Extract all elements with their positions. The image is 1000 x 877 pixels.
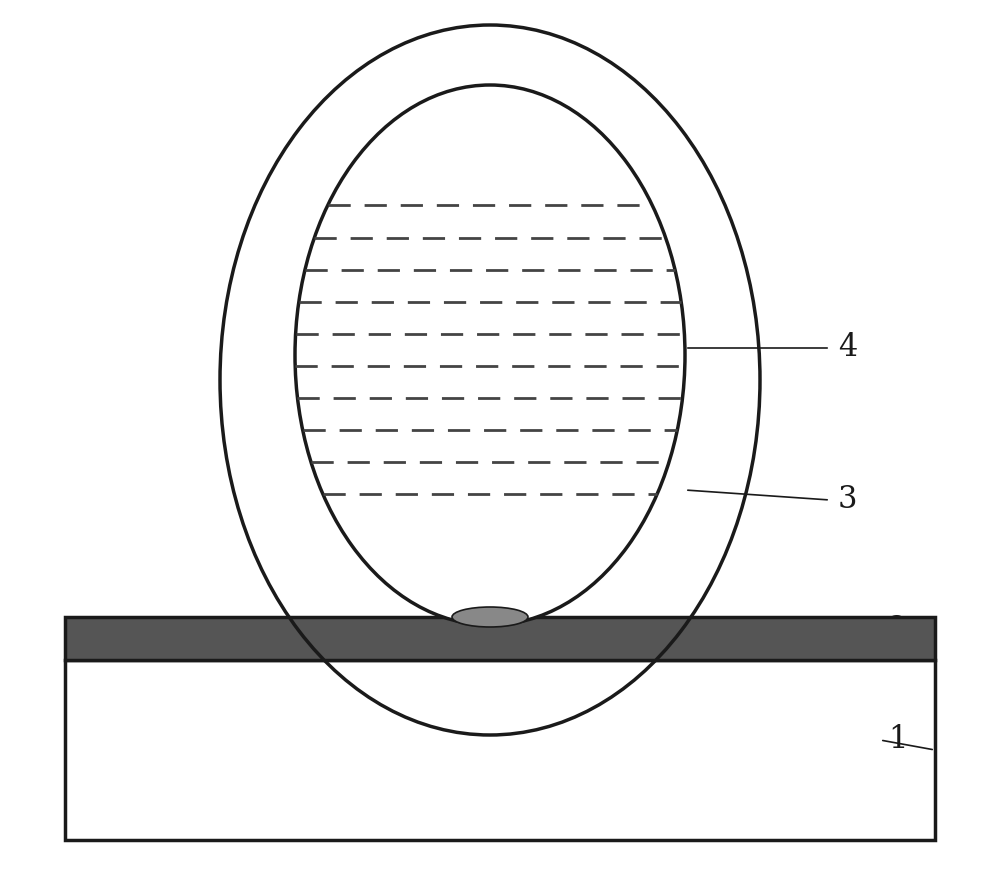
Ellipse shape [295, 85, 685, 625]
Ellipse shape [452, 607, 528, 627]
Text: 4: 4 [838, 332, 857, 363]
Text: 3: 3 [838, 484, 858, 516]
Text: 2: 2 [888, 615, 908, 645]
Bar [65, 617, 935, 660]
Text: 1: 1 [888, 724, 908, 755]
Bar [65, 660, 935, 840]
